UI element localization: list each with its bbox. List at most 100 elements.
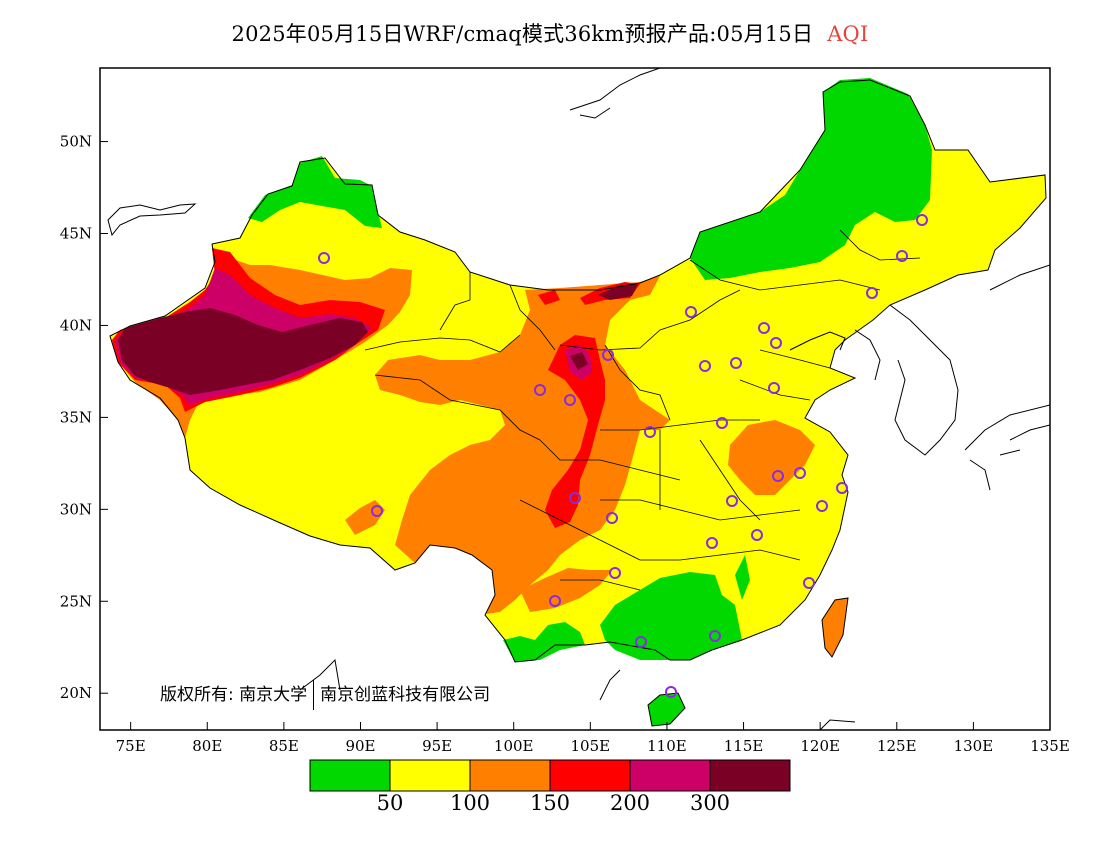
region-orange-taiwan [822, 598, 848, 657]
y-axis: 50N 45N 40N 35N 30N 25N 20N [60, 133, 108, 702]
x-tick-label: 110E [647, 737, 687, 755]
x-tick-label: 130E [954, 737, 994, 755]
coastline-bohai [789, 331, 846, 351]
city-marker [758, 322, 770, 334]
city-marker [768, 382, 780, 394]
city-marker [866, 287, 878, 299]
city-marker [635, 636, 647, 648]
aqi-field [110, 78, 1046, 726]
region-green-fujian [735, 555, 750, 600]
x-axis: 75E 80E 85E 90E 95E 100E 105E 110E 115E 120E 125E 1… [116, 722, 1070, 755]
region-green-northwest [248, 156, 382, 228]
city-marker [371, 505, 383, 517]
y-tick-label: 45N [60, 225, 92, 243]
boundary-lines [107, 68, 1050, 730]
city-marker [916, 214, 928, 226]
city-marker [794, 467, 806, 479]
copyright-notice: 版权所有: 南京大学 南京创蓝科技有限公司 [160, 680, 490, 710]
x-tick-label: 100E [494, 737, 534, 755]
city-marker [803, 577, 815, 589]
x-tick-label: 75E [116, 737, 146, 755]
city-marker [569, 492, 581, 504]
legend-swatch [309, 759, 391, 792]
coastline-taiwan [821, 597, 849, 658]
y-tick-label: 20N [60, 684, 92, 702]
coastline-russia [569, 68, 1050, 291]
x-tick-label: 90E [345, 737, 375, 755]
legend-label: 150 [529, 791, 571, 815]
y-tick-label: 50N [60, 133, 92, 151]
map-title: 2025年05月15日WRF/cmaq模式36km预报产品:05月15日 AQI [0, 18, 1100, 48]
x-tick-label: 85E [269, 737, 299, 755]
coastline-southeast-asia [299, 658, 856, 730]
legend-swatch [469, 759, 551, 792]
city-markers [318, 214, 928, 698]
x-tick-label: 135E [1030, 737, 1070, 755]
region-red-dot1 [538, 290, 560, 305]
city-marker [772, 470, 784, 482]
region-orange-east [728, 420, 815, 495]
city-marker [534, 384, 546, 396]
copyright-company: 南京创蓝科技有限公司 [320, 685, 491, 705]
city-marker [836, 482, 848, 494]
y-tick-label: 25N [60, 592, 92, 610]
region-maroon-central [570, 352, 588, 370]
region-green-northeast [690, 78, 932, 280]
city-marker [602, 349, 614, 361]
city-marker [609, 567, 621, 579]
legend-label: 100 [449, 791, 491, 815]
city-marker [751, 529, 763, 541]
province-borders [364, 229, 921, 591]
country-outline [109, 79, 1047, 663]
city-marker [685, 306, 697, 318]
city-marker [699, 360, 711, 372]
city-marker [549, 595, 561, 607]
region-orange-tibet [345, 500, 385, 535]
region-maroon-north [598, 284, 638, 300]
x-tick-label: 95E [422, 737, 452, 755]
region-orange-south [520, 558, 622, 612]
city-marker [606, 512, 618, 524]
y-tick-label: 35N [60, 408, 92, 426]
city-marker [770, 337, 782, 349]
city-marker [318, 252, 330, 264]
region-red-central [545, 335, 605, 528]
city-marker [816, 500, 828, 512]
x-tick-label: 105E [571, 737, 611, 755]
city-marker [726, 495, 738, 507]
city-marker [709, 630, 721, 642]
legend-swatch [629, 759, 711, 792]
x-tick-label: 120E [800, 737, 840, 755]
city-marker [644, 426, 656, 438]
legend-swatch [549, 759, 631, 792]
x-tick-label: 80E [192, 737, 222, 755]
coastline-hainan [647, 692, 686, 727]
city-marker [706, 537, 718, 549]
legend-label: 300 [689, 791, 731, 815]
legend-label: 50 [376, 791, 404, 815]
city-marker [896, 250, 908, 262]
x-tick-label: 115E [724, 737, 764, 755]
coastline-kazakh-lake [107, 203, 197, 237]
copyright-owner: 版权所有: 南京大学 [160, 685, 308, 705]
title-main: 2025年05月15日WRF/cmaq模式36km预报产品:05月15日 [231, 22, 814, 46]
legend-colorbar [309, 759, 791, 792]
legend-label: 200 [609, 791, 651, 815]
y-tick-label: 30N [60, 500, 92, 518]
city-marker [716, 417, 728, 429]
city-marker [564, 394, 576, 406]
legend-swatch [389, 759, 471, 792]
region-maroon-west [118, 308, 368, 395]
coastline-korea [854, 304, 959, 456]
region-green-south [600, 572, 742, 660]
city-marker [730, 357, 742, 369]
region-green-yunnan [503, 622, 585, 662]
coastline-japan [964, 404, 1050, 491]
legend-swatch [709, 759, 791, 792]
city-marker [665, 686, 677, 698]
copyright-separator [313, 680, 315, 710]
map-border [99, 67, 1051, 731]
x-tick-label: 125E [877, 737, 917, 755]
y-tick-label: 40N [60, 316, 92, 334]
